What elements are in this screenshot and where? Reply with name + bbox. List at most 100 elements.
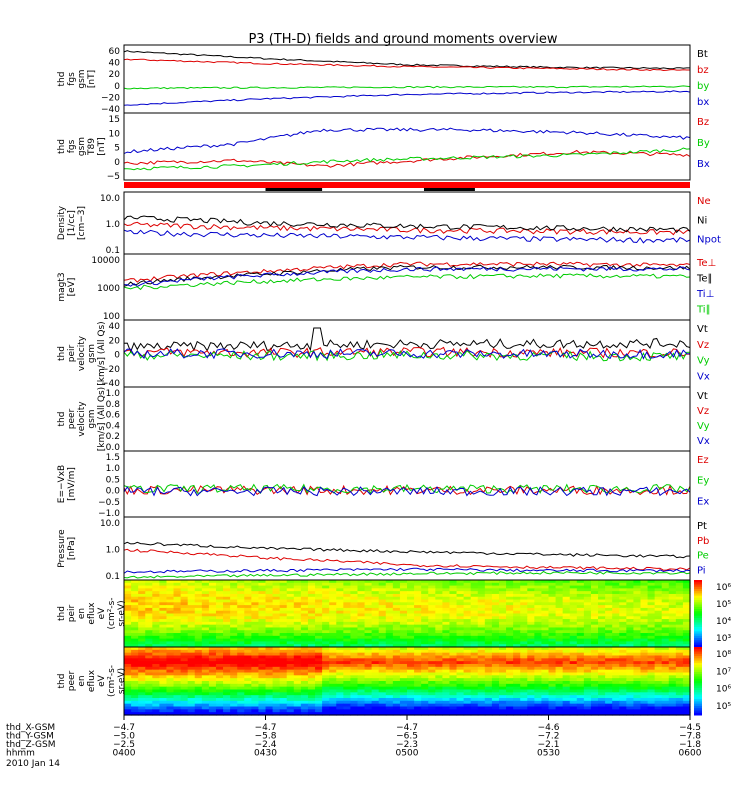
spectrogram-cell [562, 652, 571, 657]
spectrogram-cell [682, 627, 691, 631]
spectrogram-cell [661, 698, 670, 702]
spectrogram-cell [166, 610, 175, 615]
spectrogram-cell [456, 700, 465, 705]
spectrogram-cell [506, 638, 514, 643]
spectrogram-cell [208, 599, 217, 603]
spectrogram-cell [647, 635, 656, 640]
spectrogram-cell [654, 655, 663, 659]
spectrogram-cell [336, 666, 344, 671]
spectrogram-cell [392, 616, 401, 620]
spectrogram-cell [661, 709, 670, 713]
spectrogram-cell [279, 627, 288, 631]
spectrogram-cell [640, 703, 649, 708]
spectrogram-cell [187, 621, 196, 626]
spectrogram-cell [173, 630, 182, 634]
spectrogram-cell [668, 596, 677, 601]
spectrogram-cell [506, 621, 514, 626]
spectrogram-cell [414, 593, 422, 598]
spectrogram-cell [583, 649, 592, 654]
spectrogram-cell [201, 593, 210, 598]
spectrogram-cell [414, 596, 422, 601]
colorbar-cell [694, 617, 702, 621]
spectrogram-cell [498, 591, 507, 595]
spectrogram-cell [315, 635, 323, 640]
spectrogram-cell [230, 616, 238, 620]
spectrogram-cell [138, 635, 146, 640]
spectrogram-cell [145, 624, 153, 629]
spectrogram-cell [378, 588, 387, 592]
spectrogram-cell [640, 661, 649, 665]
spectrogram-cell [541, 607, 550, 612]
spectrogram-cell [506, 607, 514, 612]
spectrogram-cell [293, 672, 302, 676]
spectrogram-cell [449, 621, 458, 626]
spectrogram-cell [661, 605, 670, 609]
y-tick-label: 15 [109, 115, 120, 125]
spectrogram-cell [498, 588, 507, 592]
spectrogram-cell [180, 635, 189, 640]
spectrogram-cell [456, 683, 465, 688]
spectrogram-cell [159, 644, 168, 648]
spectrogram-cell [364, 635, 373, 640]
spectrogram-cell [258, 655, 267, 659]
spectrogram-cell [654, 602, 663, 606]
spectrogram-cell [668, 599, 677, 603]
spectrogram-cell [548, 689, 557, 693]
spectrogram-cell [258, 630, 267, 634]
spectrogram-cell [378, 633, 387, 637]
y-tick-label: 1.0 [106, 546, 121, 556]
spectrogram-cell [159, 624, 168, 629]
spectrogram-cell [414, 627, 422, 631]
spectrogram-cell [435, 658, 443, 662]
x-tick-label: 0400 [113, 749, 136, 759]
spectrogram-cell [668, 585, 677, 589]
spectrogram-cell [477, 706, 486, 710]
spectrogram-cell [350, 610, 359, 615]
spectrogram-cell [527, 630, 535, 634]
spectrogram-cell [300, 652, 309, 657]
spectrogram-cell [626, 661, 634, 665]
spectrogram-cell [223, 683, 231, 688]
spectrogram-cell [272, 621, 281, 626]
colorbar-cell [694, 658, 702, 662]
spectrogram-cell [484, 638, 493, 643]
spectrogram-cell [555, 678, 564, 682]
spectrogram-cell [407, 672, 415, 676]
spectrogram-cell [605, 582, 613, 587]
spectrogram-cell [598, 706, 606, 710]
spectrogram-cell [343, 700, 351, 705]
spectrogram-cell [131, 647, 139, 651]
spectrogram-cell [357, 692, 366, 696]
y-axis-label: (cm²-s- [107, 597, 117, 629]
spectrogram-cell [286, 605, 295, 609]
spectrogram-cell [640, 649, 649, 654]
colorbar-cell [694, 674, 702, 677]
spectrogram-cell [279, 683, 288, 688]
spectrogram-cell [293, 689, 302, 693]
spectrogram-cell [215, 621, 224, 626]
spectrogram-cell [498, 630, 507, 634]
spectrogram-cell [385, 633, 394, 637]
spectrogram-cell [286, 641, 295, 645]
spectrogram-cell [322, 591, 330, 595]
spectrogram-cell [414, 681, 422, 685]
spectrogram-cell [435, 672, 443, 676]
spectrogram-cell [590, 703, 599, 708]
spectrogram-cell [612, 593, 620, 598]
spectrogram-cell [626, 664, 634, 668]
spectrogram-cell [527, 580, 535, 584]
spectrogram-cell [414, 658, 422, 662]
spectrogram-cell [286, 669, 295, 674]
spectrogram-cell [230, 582, 238, 587]
spectrogram-cell [640, 678, 649, 682]
spectrogram-cell [385, 616, 394, 620]
spectrogram-cell [675, 698, 684, 702]
spectrogram-cell [215, 695, 224, 699]
spectrogram-cell [265, 610, 274, 615]
spectrogram-cell [208, 616, 217, 620]
spectrogram-cell [633, 647, 642, 651]
spectrogram-cell [477, 709, 486, 713]
spectrogram-cell [131, 652, 139, 657]
spectrogram-cell [230, 602, 238, 606]
spectrogram-cell [215, 678, 224, 682]
